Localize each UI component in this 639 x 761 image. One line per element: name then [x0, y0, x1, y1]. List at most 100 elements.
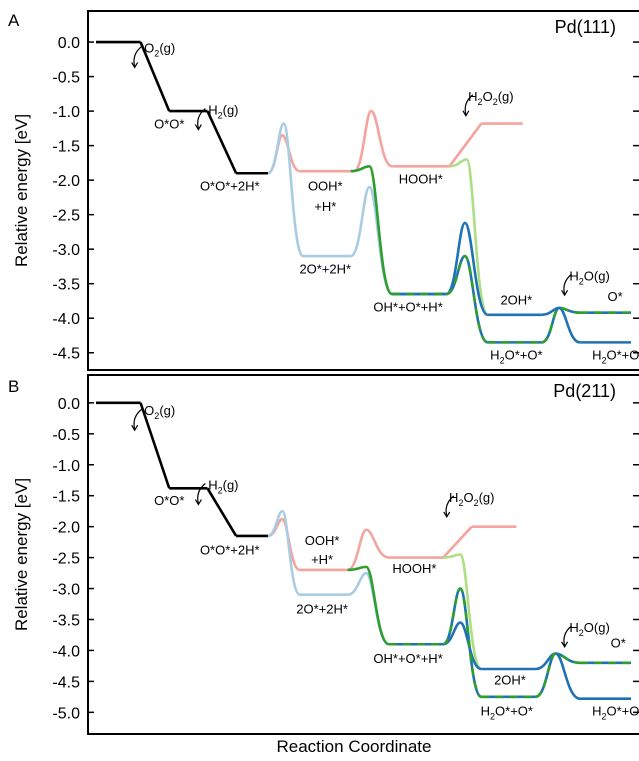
arrow-head-icon [561, 289, 569, 297]
y-tick-label: -3.0 [52, 582, 80, 599]
x-axis-label: Reaction Coordinate [277, 737, 432, 756]
state-label: O*O* [154, 493, 184, 508]
y-tick-label: 0.0 [58, 396, 80, 413]
arrow-head-icon [443, 511, 451, 519]
y-tick-label: -3.5 [52, 612, 80, 629]
state-label: H2O*+O* [592, 348, 639, 366]
series-segment-light-green [449, 158, 489, 317]
state-label: H2O2(g) [449, 490, 494, 508]
curved-arrow-icon [197, 108, 206, 129]
y-tick-label: -3.0 [52, 242, 80, 259]
y-tick-label: -0.5 [52, 427, 80, 444]
panel-title: Pd(211) [553, 381, 616, 401]
arrow-head-icon [194, 124, 202, 131]
state-label: OH*+O*+H* [373, 299, 442, 314]
series-segment-dashed-base [534, 652, 581, 699]
state-label: H2O*+O* [592, 703, 639, 721]
state-label: H2(g) [208, 103, 238, 121]
series-segment-pink [267, 517, 301, 572]
panel-letter: B [8, 377, 19, 396]
y-tick-label: -4.0 [52, 311, 80, 328]
series-segment-pink [442, 525, 473, 559]
y-tick-label: -3.5 [52, 277, 80, 294]
series-segment-black [139, 402, 171, 489]
state-label: HOOH* [399, 172, 443, 187]
y-tick-label: 0.0 [58, 35, 80, 52]
state-label: O* [607, 289, 622, 304]
state-label: O*O*+2H* [200, 179, 260, 194]
arrow-head-icon [462, 110, 470, 117]
series-segment-black [206, 487, 238, 537]
y-tick-label: -1.0 [52, 104, 80, 121]
state-label: H2O2(g) [468, 89, 513, 107]
series-segment-dark-blue [445, 221, 489, 317]
series-segment-dashed [445, 254, 489, 344]
curved-arrow-icon [197, 483, 206, 504]
series-segment-light-green [443, 553, 483, 671]
state-label: 2OH* [500, 292, 532, 307]
state-label: OOH* [308, 179, 343, 194]
state-label: OH*+O*+H* [373, 651, 442, 666]
panel-title: Pd(111) [555, 17, 616, 37]
state-label: HOOH* [392, 561, 436, 576]
y-tick-label: -4.5 [52, 674, 80, 691]
series-segment-light-blue [267, 122, 305, 258]
y-tick-label: -1.0 [52, 458, 80, 475]
state-label: 2O*+2H* [296, 601, 348, 616]
y-tick-label: -2.5 [52, 208, 80, 225]
plot-frame [87, 374, 639, 735]
curved-arrow-icon [445, 495, 455, 517]
series-segment-black [206, 110, 238, 174]
curved-arrow-icon [563, 273, 572, 295]
series-segment-pink [353, 109, 393, 173]
state-label: 2OH* [494, 672, 526, 687]
state-label: O2(g) [144, 403, 175, 421]
state-label: H2O*+O* [481, 703, 533, 721]
panel-letter: A [8, 11, 20, 30]
arrow-head-icon [561, 641, 569, 649]
y-tick-label: -4.5 [52, 346, 80, 363]
state-label: O* [611, 635, 626, 650]
y-tick-label: -5.0 [52, 705, 80, 722]
plot-frame [87, 10, 639, 371]
series-group [96, 401, 631, 701]
curved-arrow-icon [133, 45, 143, 67]
curved-arrow-icon [464, 94, 474, 115]
state-label: O2(g) [144, 40, 175, 58]
state-label: H2(g) [208, 478, 238, 496]
state-label: H2O(g) [569, 268, 609, 286]
y-tick-label: -1.5 [52, 489, 80, 506]
series-group [96, 40, 631, 344]
state-label: H2O(g) [569, 620, 609, 638]
y-tick-label: -2.5 [52, 551, 80, 568]
y-tick-label: -0.5 [52, 70, 80, 87]
state-label: 2O*+2H* [299, 261, 351, 276]
y-tick-label: -4.0 [52, 643, 80, 660]
panel-a: A Pd(111) Relative energy [eV] 0.0 -0.5 -1.0 -… [8, 10, 639, 371]
y-tick-label: -2.0 [52, 173, 80, 190]
state-label: O*O* [154, 116, 184, 131]
series-segment-dashed [442, 587, 483, 699]
series-segment-black [139, 41, 171, 112]
series-segment-dashed [534, 652, 581, 699]
y-axis-label: Relative energy [eV] [12, 478, 31, 631]
y-tick-label: -2.0 [52, 520, 80, 537]
y-axis-label: Relative energy [eV] [12, 114, 31, 267]
state-label: O*O*+2H* [200, 543, 260, 558]
arrow-head-icon [131, 424, 139, 432]
series-segment-dark-blue [442, 621, 482, 671]
series-segment-light-blue [267, 509, 302, 597]
series-segment-green [347, 565, 390, 646]
series-segment-pink [448, 122, 483, 168]
series-segment-dashed-base [541, 306, 581, 344]
series-segment-pink [347, 528, 390, 572]
y-tick-label: -1.5 [52, 139, 80, 156]
panel-b: B Pd(211) Relative energy [eV] 0.0 -0.5 -1.0 -… [8, 374, 639, 735]
state-label: +H* [311, 552, 333, 567]
series-segment-green [350, 165, 394, 296]
state-label: OOH* [305, 533, 340, 548]
state-label: H2O*+O* [490, 348, 542, 366]
curved-arrow-icon [563, 625, 572, 647]
arrow-head-icon [131, 62, 139, 69]
